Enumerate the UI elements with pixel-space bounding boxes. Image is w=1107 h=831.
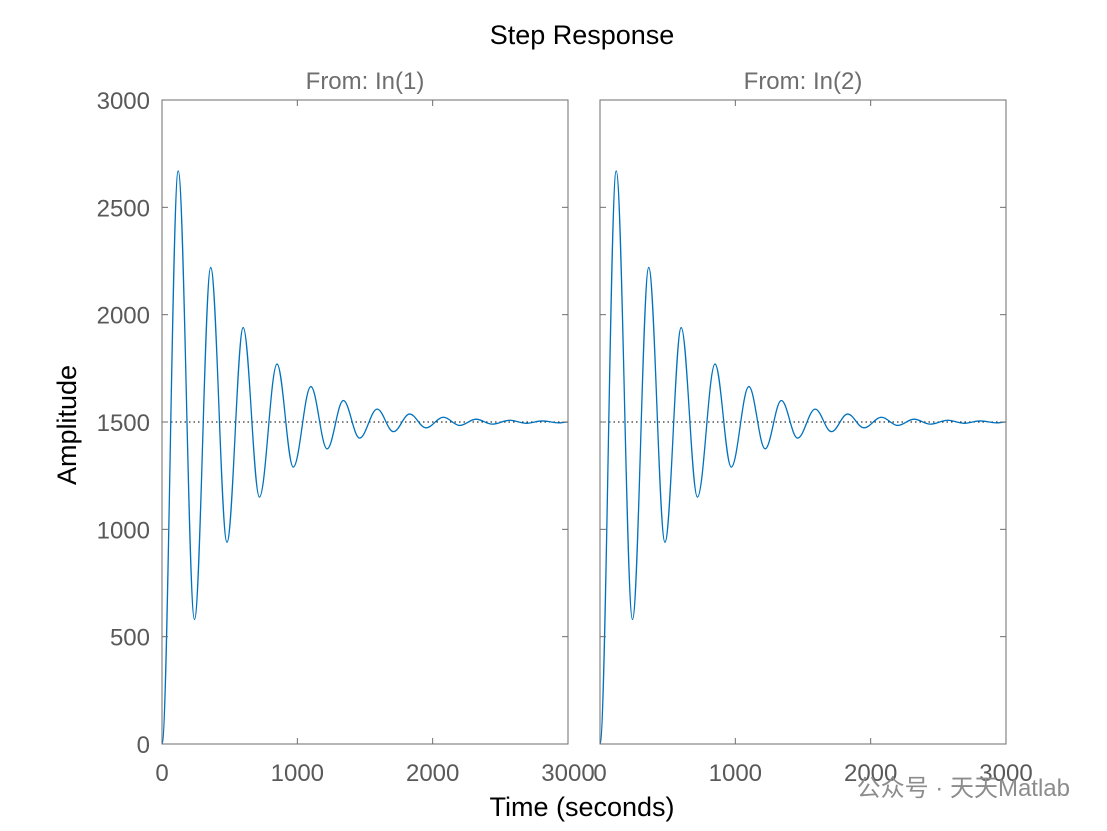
- x-tick-label: 0: [593, 760, 606, 787]
- y-tick-label: 3000: [97, 88, 150, 115]
- x-tick-label: 3000: [541, 760, 594, 787]
- y-tick-label: 2500: [97, 195, 150, 222]
- chart-title: Step Response: [490, 20, 675, 50]
- y-tick-label: 0: [137, 732, 150, 759]
- y-tick-label: 1500: [97, 410, 150, 437]
- response-line: [161, 170, 569, 745]
- y-tick-label: 500: [110, 625, 150, 652]
- x-axis-label: Time (seconds): [489, 792, 674, 822]
- subplot-1: From: In(1) 0 500 1000 1500 2000 2500 3000 0 1000…: [97, 68, 595, 787]
- x-tick-label: 2000: [406, 760, 459, 787]
- watermark: 公众号 · 天天Matlab: [857, 775, 1070, 802]
- x-tick-label: 1000: [271, 760, 324, 787]
- y-tick-label: 1000: [97, 517, 150, 544]
- subplot-title: From: In(1): [306, 68, 425, 95]
- y-axis-label: Amplitude: [52, 365, 82, 485]
- response-line: [599, 170, 1007, 745]
- x-tick-label: 1000: [709, 760, 762, 787]
- x-tick-label: 3000: [979, 760, 1032, 787]
- y-tick-label: 2000: [97, 303, 150, 330]
- subplot-title: From: In(2): [744, 68, 863, 95]
- x-tick-label: 0: [155, 760, 168, 787]
- subplot-2: From: In(2) 0 1000 2000 3000: [593, 68, 1032, 787]
- x-tick-label: 2000: [844, 760, 897, 787]
